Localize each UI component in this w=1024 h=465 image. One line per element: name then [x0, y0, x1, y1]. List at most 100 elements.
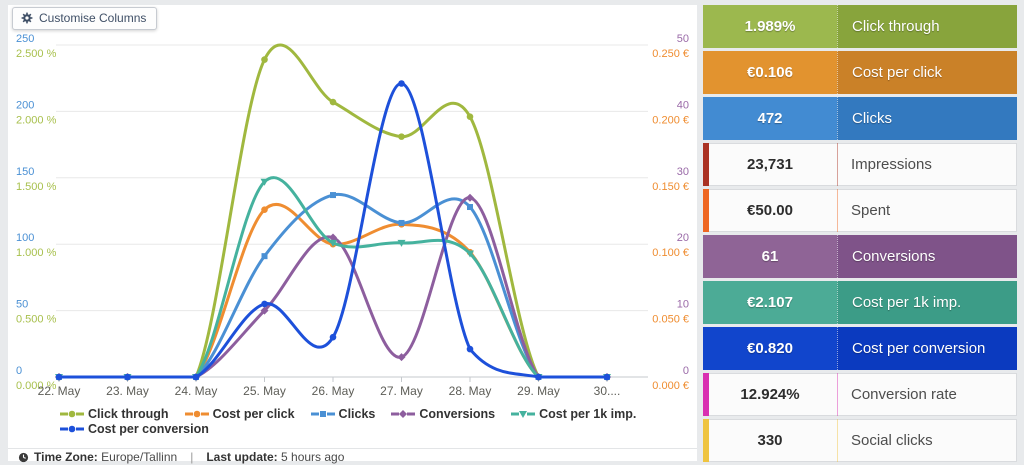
left-axis-primary-tick: 250: [16, 33, 34, 45]
metric-stripe: [703, 189, 709, 232]
left-axis-secondary-tick: 0.000 %: [16, 380, 57, 392]
legend-row: Cost per conversion: [60, 422, 660, 436]
metric-label: Spent: [851, 202, 891, 219]
metric-value: €50.00: [747, 202, 793, 219]
metric-divider: [837, 373, 838, 416]
last-update-value: 5 hours ago: [281, 450, 345, 464]
x-axis-label: 26. May: [312, 384, 355, 398]
left-axis-secondary-tick: 0.500 %: [16, 314, 57, 326]
legend-marker-icon: [184, 410, 209, 418]
metric-label: Cost per conversion: [837, 327, 1017, 370]
data-point-marker: [68, 425, 76, 433]
metric-label: Cost per 1k imp.: [837, 281, 1017, 324]
metric-card-social-clicks[interactable]: 330 Social clicks: [703, 419, 1017, 462]
legend-label: Cost per conversion: [88, 422, 209, 436]
right-axis-secondary-tick: 0.150 €: [652, 181, 689, 193]
right-axis-primary-tick: 20: [677, 232, 689, 244]
legend-marker-icon: [391, 410, 416, 418]
gear-icon: [21, 12, 33, 24]
data-point-marker: [261, 253, 268, 260]
metric-stripe: [703, 373, 709, 416]
left-axis-secondary-tick: 1.500 %: [16, 181, 57, 193]
metric-card-click-through[interactable]: 1.989% Click through: [703, 5, 1017, 48]
right-axis-secondary-tick: 0.200 €: [652, 114, 689, 126]
left-axis-secondary-tick: 1.000 %: [16, 247, 57, 259]
clock-icon: [18, 452, 29, 463]
metric-value: €0.820: [703, 327, 837, 370]
customise-columns-button[interactable]: Customise Columns: [12, 7, 158, 30]
data-point-marker: [397, 353, 406, 362]
timezone-value: Europe/Tallinn: [101, 450, 178, 464]
data-point-marker: [519, 411, 528, 418]
left-axis-primary-tick: 150: [16, 166, 34, 178]
metrics-panel: 1.989% Click through €0.106 Cost per click 4…: [703, 5, 1017, 465]
data-point-marker: [193, 410, 200, 418]
metric-value: 1.989%: [703, 5, 837, 48]
legend-label: Clicks: [338, 407, 376, 421]
metric-label: Conversion rate: [851, 386, 957, 403]
data-point-marker: [55, 373, 63, 381]
left-axis-primary-tick: 200: [16, 99, 34, 111]
metric-label: Conversions: [837, 235, 1017, 278]
metric-card-clicks[interactable]: 472 Clicks: [703, 97, 1017, 140]
timezone-label: Time Zone:: [34, 450, 98, 464]
metric-card-spent[interactable]: €50.00 Spent: [703, 189, 1017, 232]
series-line-click-through: [57, 43, 609, 379]
legend-marker-icon: [60, 410, 84, 418]
metric-value: 12.924%: [740, 386, 800, 403]
data-point-marker: [397, 239, 406, 247]
legend-item-clicks[interactable]: Clicks: [310, 407, 376, 421]
right-axis-primary-tick: 40: [677, 99, 689, 111]
x-axis-label: 28. May: [449, 384, 492, 398]
metric-label: Clicks: [837, 97, 1017, 140]
legend-marker-icon: [60, 425, 84, 433]
left-axis-secondary-tick: 2.500 %: [16, 48, 57, 60]
data-point-marker: [329, 333, 337, 341]
chart-legend: Click through Cost per click Clicks Convers…: [60, 407, 660, 436]
line-chart[interactable]: 0 0.000 % 0 0.000 € 50 0.500 % 10 0.050 € 100 1.0…: [8, 5, 697, 405]
data-point-marker: [535, 373, 542, 381]
metric-value: 472: [703, 97, 837, 140]
data-point-marker: [466, 193, 474, 202]
metric-card-cost-per-conversion[interactable]: €0.820 Cost per conversion: [703, 327, 1017, 370]
legend-item-cost-per-conversion[interactable]: Cost per conversion: [60, 422, 209, 436]
data-point-marker: [260, 306, 269, 315]
metric-stripe: [703, 143, 709, 186]
metric-label: Social clicks: [851, 432, 933, 449]
data-point-marker: [261, 56, 268, 63]
legend-item-click-through[interactable]: Click through: [60, 407, 169, 421]
right-axis-primary-tick: 10: [677, 299, 689, 311]
legend-item-cost-per-1k-imp[interactable]: Cost per 1k imp.: [511, 407, 636, 421]
metric-card-impressions[interactable]: 23,731 Impressions: [703, 143, 1017, 186]
left-axis-primary-tick: 0: [16, 365, 22, 377]
metric-card-cost-per-click[interactable]: €0.106 Cost per click: [703, 51, 1017, 94]
data-point-marker: [466, 113, 474, 121]
metric-card-cost-per-1k-imp[interactable]: €2.107 Cost per 1k imp.: [703, 281, 1017, 324]
right-axis-secondary-tick: 0.050 €: [652, 314, 689, 326]
metric-label: Impressions: [851, 156, 932, 173]
left-axis-primary-tick: 100: [16, 232, 34, 244]
metric-card-conversion-rate[interactable]: 12.924% Conversion rate: [703, 373, 1017, 416]
data-point-marker: [330, 192, 336, 199]
data-point-marker: [192, 373, 200, 381]
metric-divider: [837, 143, 838, 186]
right-axis-secondary-tick: 0.250 €: [652, 48, 689, 60]
legend-item-cost-per-click[interactable]: Cost per click: [184, 407, 295, 421]
data-point-marker: [319, 411, 326, 417]
data-point-marker: [261, 300, 268, 308]
data-point-marker: [329, 98, 337, 106]
series-line-cost-per-conversion: [57, 82, 609, 379]
data-point-marker: [399, 410, 408, 418]
data-point-marker: [260, 178, 269, 186]
status-bar: Time Zone: Europe/Tallinn | Last update:…: [8, 448, 697, 464]
metric-value: 330: [757, 432, 783, 449]
data-point-marker: [398, 219, 405, 226]
x-axis-label: 24. May: [175, 384, 218, 398]
right-axis-primary-tick: 30: [677, 166, 689, 178]
metric-card-conversions[interactable]: 61 Conversions: [703, 235, 1017, 278]
right-axis-primary-tick: 50: [677, 33, 689, 45]
data-point-marker: [467, 204, 473, 211]
legend-row: Click through Cost per click Clicks Convers…: [60, 407, 660, 421]
legend-item-conversions[interactable]: Conversions: [391, 407, 495, 421]
legend-label: Click through: [88, 407, 169, 421]
